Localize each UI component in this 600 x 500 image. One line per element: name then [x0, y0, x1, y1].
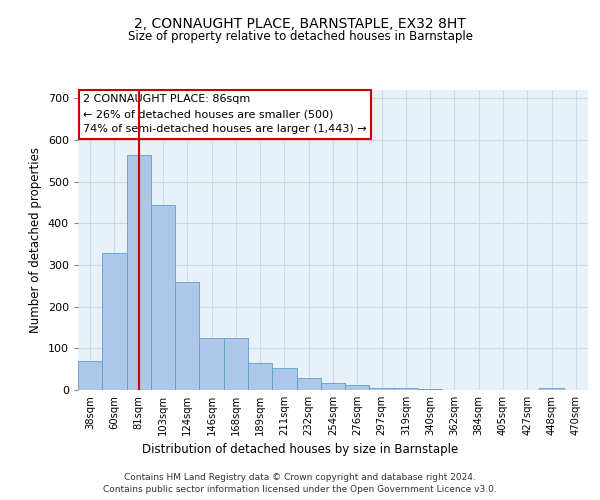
Bar [224, 338, 248, 390]
Text: 2, CONNAUGHT PLACE, BARNSTAPLE, EX32 8HT: 2, CONNAUGHT PLACE, BARNSTAPLE, EX32 8HT [134, 18, 466, 32]
Bar [370, 388, 394, 390]
Bar [272, 368, 296, 390]
Y-axis label: Number of detached properties: Number of detached properties [29, 147, 42, 333]
Bar [296, 378, 321, 390]
Bar [151, 206, 175, 390]
Text: 2 CONNAUGHT PLACE: 86sqm
← 26% of detached houses are smaller (500)
74% of semi-: 2 CONNAUGHT PLACE: 86sqm ← 26% of detach… [83, 94, 367, 134]
Bar [102, 252, 127, 390]
Bar [418, 389, 442, 390]
Bar [199, 338, 224, 390]
Bar [321, 382, 345, 390]
Bar [248, 363, 272, 390]
Bar [175, 282, 199, 390]
Text: Size of property relative to detached houses in Barnstaple: Size of property relative to detached ho… [128, 30, 473, 43]
Bar [78, 361, 102, 390]
Bar [345, 384, 370, 390]
Text: Contains public sector information licensed under the Open Government Licence v3: Contains public sector information licen… [103, 485, 497, 494]
Bar [127, 154, 151, 390]
Text: Contains HM Land Registry data © Crown copyright and database right 2024.: Contains HM Land Registry data © Crown c… [124, 472, 476, 482]
Bar [539, 388, 564, 390]
Bar [394, 388, 418, 390]
Text: Distribution of detached houses by size in Barnstaple: Distribution of detached houses by size … [142, 442, 458, 456]
